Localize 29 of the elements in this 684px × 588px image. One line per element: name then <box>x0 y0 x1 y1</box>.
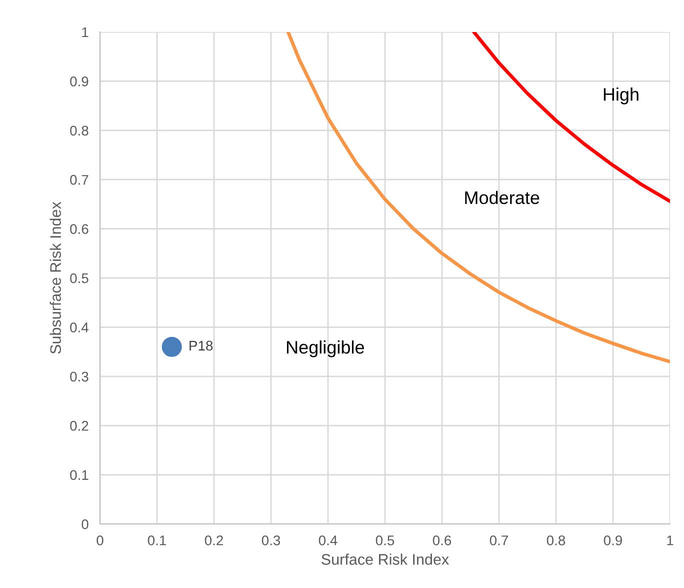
x-tick-label: 0 <box>96 535 104 546</box>
y-tick-label: 0.7 <box>70 174 88 185</box>
y-tick-label: 0.5 <box>70 273 88 284</box>
y-tick-label: 0.6 <box>70 224 88 234</box>
x-tick-label: 0.3 <box>262 535 280 546</box>
y-axis-title: Subsurface Risk Index <box>50 202 62 354</box>
annotation: High <box>604 88 638 104</box>
x-tick-label: 0.7 <box>490 535 508 546</box>
series-label: P18 <box>190 340 213 351</box>
y-tick-label: 0.1 <box>70 470 88 480</box>
y-tick-label: 1 <box>82 27 88 38</box>
x-tick-label: 0.1 <box>148 535 166 546</box>
x-tick-label: 0.9 <box>604 535 622 546</box>
y-tick-label: 0.4 <box>70 322 88 332</box>
y-tick-label: 0.8 <box>70 126 88 136</box>
x-axis-title: Surface Risk Index <box>322 554 449 565</box>
annotation: Moderate <box>465 190 540 204</box>
y-tick-label: 0 <box>82 519 88 530</box>
y-tick-label: 0.3 <box>70 372 88 382</box>
x-tick-label: 0.4 <box>318 535 338 546</box>
line-series <box>286 32 670 364</box>
x-tick-label: 0.6 <box>432 535 452 546</box>
x-tick-label: 0.2 <box>204 535 223 546</box>
y-tick-label: 0.9 <box>70 76 88 86</box>
annotation: Negligible <box>286 340 364 358</box>
x-tick-label: 0.8 <box>546 535 566 546</box>
x-tick-label: 0.5 <box>376 535 394 546</box>
x-tick-label: 1 <box>667 536 674 546</box>
y-tick-label: 0.2 <box>70 420 88 431</box>
